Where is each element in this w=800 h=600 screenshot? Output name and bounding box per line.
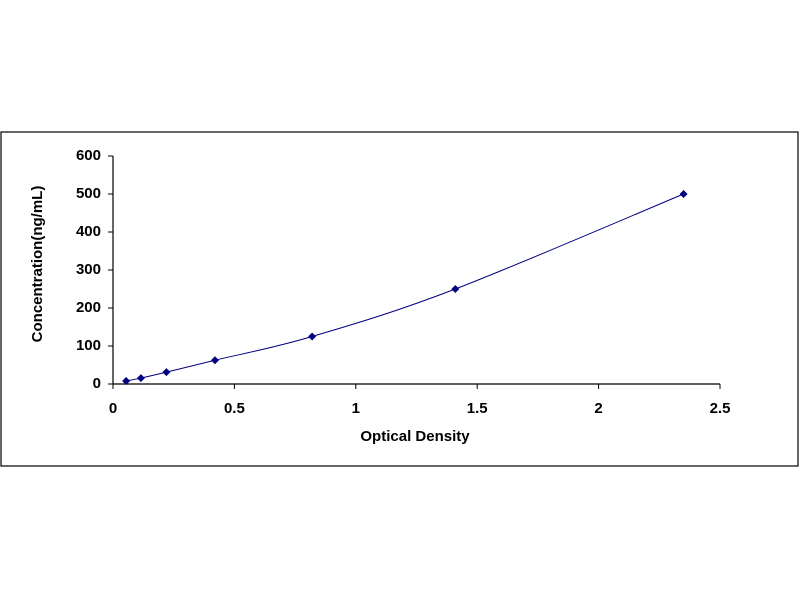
x-tick-label: 1 [352, 400, 360, 417]
y-tick-label: 100 [76, 337, 101, 354]
x-tick-label: 0.5 [224, 400, 245, 417]
y-tick-label: 500 [76, 185, 101, 202]
x-tick-label: 2 [594, 400, 602, 417]
data-point [210, 356, 219, 365]
x-tick-label: 0 [109, 400, 117, 417]
y-tick-label: 200 [76, 299, 101, 316]
y-tick-label: 0 [93, 375, 101, 392]
data-point [679, 190, 688, 198]
data-point [136, 374, 145, 383]
y-axis-label: Concentration(ng/mL) [29, 186, 46, 343]
data-point [162, 368, 171, 377]
y-tick-label: 600 [76, 147, 101, 164]
fit-curve [126, 193, 684, 382]
x-tick-label: 1.5 [467, 400, 488, 417]
x-tick-label: 2.5 [710, 400, 731, 417]
y-tick-label: 300 [76, 261, 101, 278]
data-point [308, 332, 317, 341]
x-axis-label: Optical Density [360, 428, 470, 445]
chart-frame [0, 131, 799, 467]
data-point [451, 285, 460, 293]
data-point [122, 377, 131, 386]
y-tick-label: 400 [76, 223, 101, 240]
